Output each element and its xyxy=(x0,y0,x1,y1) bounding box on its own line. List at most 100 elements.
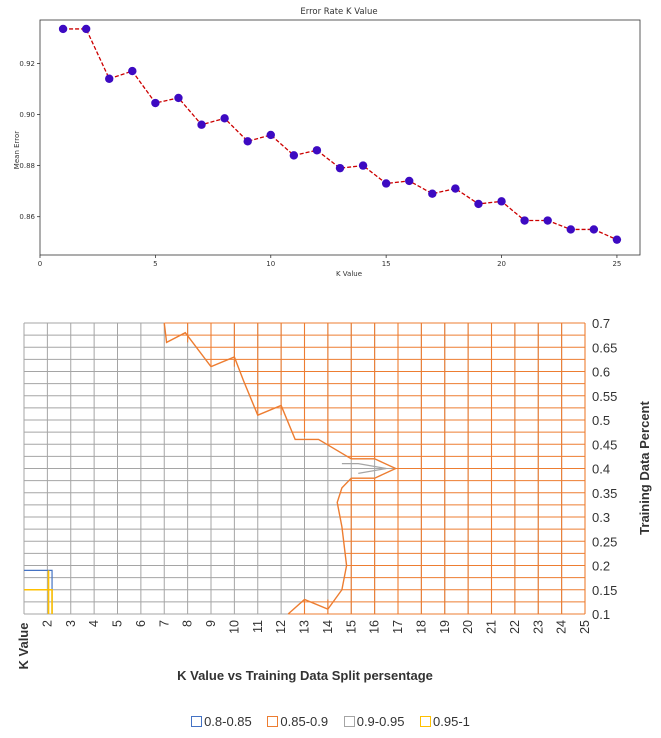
contour-ylabel: Training Data Percent xyxy=(637,401,652,535)
x-tick-label: 16 xyxy=(368,620,382,634)
x-tick-label: 20 xyxy=(497,260,506,268)
plot-frame xyxy=(39,19,641,256)
x-tick-label: 10 xyxy=(266,260,275,268)
x-tick-label: 17 xyxy=(391,620,405,634)
y-tick-label: 0.88 xyxy=(19,162,35,170)
y-tick-label: 0.45 xyxy=(592,437,617,452)
y-tick-label: 0.55 xyxy=(592,389,617,404)
error-rate-line-chart: Error Rate K Value Mean Error K Value 0 5… xyxy=(13,7,641,278)
series-line xyxy=(63,28,618,241)
line-chart-title: Error Rate K Value xyxy=(300,7,377,17)
x-tick-label: 7 xyxy=(157,620,171,627)
contour-legend: 0.8-0.85 0.85-0.9 0.9-0.95 0.95-1 xyxy=(0,714,661,729)
contour-regions xyxy=(24,322,398,615)
data-point xyxy=(220,114,229,123)
x-tick-label: 19 xyxy=(438,620,452,634)
data-point xyxy=(566,225,575,234)
data-point xyxy=(474,199,483,209)
y-tick-label: 0.7 xyxy=(592,316,610,331)
x-tick-label: 21 xyxy=(485,620,499,634)
x-tick-label: 24 xyxy=(555,620,569,634)
x-tick-label: 9 xyxy=(204,620,218,627)
legend-swatch xyxy=(191,716,203,727)
data-point xyxy=(589,225,599,234)
legend-swatch xyxy=(267,716,279,727)
data-point xyxy=(405,176,414,186)
y-tick-label: 0.4 xyxy=(592,462,610,477)
contour-grid xyxy=(23,322,586,615)
y-tick-label: 0.86 xyxy=(19,213,35,221)
data-point xyxy=(151,98,160,108)
data-point xyxy=(174,93,183,103)
legend-item-08-085: 0.8-0.85 xyxy=(191,714,252,729)
contour-xlabel-left: K Value xyxy=(16,623,31,670)
data-point xyxy=(312,146,322,155)
x-tick-label: 15 xyxy=(382,260,391,268)
data-point xyxy=(289,151,299,160)
legend-swatch xyxy=(420,716,432,727)
data-point xyxy=(612,235,622,244)
y-tick-label: 0.25 xyxy=(592,534,617,549)
line-chart-y-ticks: 0.86 0.88 0.90 0.92 xyxy=(19,60,40,221)
x-tick-label: 18 xyxy=(414,620,428,634)
data-point xyxy=(266,130,275,140)
y-tick-label: 0.65 xyxy=(592,340,617,355)
x-tick-label: 13 xyxy=(298,620,312,634)
data-point xyxy=(451,184,460,193)
line-chart-x-ticks: 0 5 10 15 20 25 xyxy=(38,255,621,268)
y-tick-label: 0.6 xyxy=(592,365,610,380)
contour-x-ticks: 2 3 4 5 6 7 8 9 10 11 12 13 14 15 16 17 18 19 20 21 22 23 24 25 xyxy=(40,620,592,634)
y-tick-label: 0.1 xyxy=(592,607,610,622)
x-tick-label: 20 xyxy=(461,620,475,634)
legend-label: 0.8-0.85 xyxy=(204,714,252,729)
y-tick-label: 0.3 xyxy=(592,510,610,525)
x-tick-label: 5 xyxy=(111,620,125,627)
x-tick-label: 15 xyxy=(344,620,358,634)
data-point xyxy=(81,24,91,34)
x-tick-label: 2 xyxy=(40,620,54,627)
data-point xyxy=(358,161,368,170)
x-tick-label: 4 xyxy=(87,620,101,627)
data-point xyxy=(428,189,437,198)
legend-swatch xyxy=(343,716,355,727)
x-tick-label: 10 xyxy=(227,620,241,634)
data-point xyxy=(197,120,206,129)
data-point xyxy=(497,197,506,206)
x-tick-label: 3 xyxy=(64,620,78,627)
data-point xyxy=(520,216,529,225)
x-tick-label: 11 xyxy=(251,620,265,633)
x-tick-label: 14 xyxy=(321,620,335,634)
y-tick-label: 0.5 xyxy=(592,413,610,428)
training-split-contour-chart: 2 3 4 5 6 7 8 9 10 11 12 13 14 15 16 17 18 19 20 21 22 23 24 25… xyxy=(16,316,652,683)
x-tick-label: 22 xyxy=(508,620,522,634)
y-tick-label: 0.2 xyxy=(592,559,610,574)
x-tick-label: 25 xyxy=(578,620,592,634)
legend-item-095-1: 0.95-1 xyxy=(420,714,470,729)
data-point xyxy=(243,137,252,146)
contour-xlabel: K Value vs Training Data Split persentag… xyxy=(177,668,433,683)
legend-item-085-09: 0.85-0.9 xyxy=(267,714,328,729)
x-tick-label: 6 xyxy=(134,620,148,627)
y-tick-label: 0.92 xyxy=(19,60,35,68)
y-tick-label: 0.35 xyxy=(592,486,617,501)
x-tick-label: 25 xyxy=(612,260,621,268)
mean-error-series xyxy=(58,24,622,244)
contour-085-09-boundary xyxy=(163,322,398,615)
x-tick-label: 5 xyxy=(153,260,157,268)
data-point xyxy=(58,24,68,34)
data-point xyxy=(543,216,552,225)
data-point xyxy=(335,163,345,173)
x-tick-label: 8 xyxy=(181,620,195,627)
line-chart-plot-area xyxy=(39,19,641,256)
y-tick-label: 0.15 xyxy=(592,583,617,598)
data-point xyxy=(105,74,114,83)
line-chart-ylabel: Mean Error xyxy=(13,131,21,169)
contour-y-ticks: 0.1 0.15 0.2 0.25 0.3 0.35 0.4 0.45 0.5 0.55 0.6 0.… xyxy=(592,316,617,622)
legend-label: 0.85-0.9 xyxy=(280,714,329,729)
legend-item-09-095: 0.9-0.95 xyxy=(343,714,405,729)
x-tick-label: 0 xyxy=(38,260,42,268)
legend-label: 0.9-0.95 xyxy=(356,714,405,729)
x-tick-label: 23 xyxy=(531,620,545,634)
legend-label: 0.95-1 xyxy=(433,714,470,729)
data-point xyxy=(128,66,137,76)
